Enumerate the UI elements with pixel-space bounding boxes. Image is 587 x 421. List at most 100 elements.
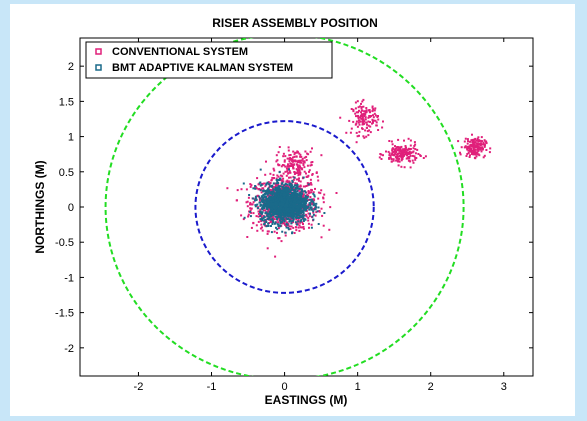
data-point: [299, 180, 302, 183]
data-point: [281, 192, 284, 195]
data-point: [252, 197, 255, 200]
data-point: [296, 194, 299, 197]
data-point: [355, 120, 358, 123]
data-point: [277, 175, 280, 178]
data-point: [467, 147, 469, 150]
data-point: [289, 187, 292, 190]
data-point: [291, 215, 294, 218]
data-point: [314, 214, 317, 217]
data-point: [320, 154, 323, 157]
data-point: [276, 174, 279, 177]
data-point: [470, 145, 473, 148]
legend-label-kalman: BMT ADAPTIVE KALMAN SYSTEM: [112, 62, 293, 74]
data-point: [278, 190, 281, 193]
data-point: [364, 116, 367, 119]
data-point: [236, 189, 239, 192]
data-point: [304, 205, 307, 208]
data-point: [298, 216, 300, 219]
data-point: [292, 165, 294, 168]
data-point: [261, 229, 264, 232]
data-point: [291, 186, 294, 189]
data-point: [354, 107, 357, 110]
data-point: [355, 111, 358, 114]
data-point: [392, 158, 395, 161]
data-point: [285, 192, 288, 195]
data-point: [374, 119, 377, 122]
data-point: [414, 158, 417, 161]
data-point: [280, 191, 283, 193]
data-point: [269, 198, 272, 200]
data-point: [482, 156, 485, 159]
data-point: [357, 121, 360, 124]
data-point: [296, 208, 299, 211]
y-tick-label: -1.5: [55, 308, 74, 320]
data-point: [287, 207, 290, 210]
data-point: [265, 199, 268, 202]
data-point: [277, 225, 280, 228]
data-point: [262, 199, 265, 202]
data-point: [289, 162, 292, 165]
data-point: [286, 181, 289, 183]
data-point: [240, 214, 243, 217]
data-point: [468, 145, 471, 148]
data-point: [290, 188, 293, 190]
data-point: [304, 194, 307, 197]
data-point: [254, 205, 257, 208]
data-point: [471, 133, 473, 136]
data-point: [265, 211, 268, 214]
data-point: [250, 226, 253, 229]
data-point: [281, 219, 284, 222]
data-point: [288, 184, 291, 187]
data-point: [261, 196, 264, 199]
data-point: [277, 200, 280, 203]
data-point: [312, 213, 315, 216]
data-point: [284, 155, 287, 158]
data-point: [367, 116, 370, 119]
data-point: [290, 196, 293, 199]
data-point: [474, 141, 477, 144]
data-point: [307, 222, 310, 225]
data-point: [279, 193, 282, 196]
data-point: [286, 165, 289, 168]
data-point: [268, 189, 271, 192]
data-point: [271, 205, 274, 208]
data-point: [298, 170, 301, 173]
data-point: [257, 215, 260, 218]
data-point: [265, 182, 268, 185]
data-point: [477, 147, 480, 150]
data-point: [417, 153, 420, 155]
data-point: [277, 195, 280, 198]
data-point: [400, 149, 403, 152]
data-point: [476, 153, 479, 156]
data-point: [372, 116, 375, 119]
data-point: [293, 232, 296, 234]
data-point: [289, 157, 292, 159]
data-point: [413, 145, 416, 147]
data-point: [252, 221, 255, 224]
data-point: [272, 173, 275, 176]
data-point: [412, 150, 415, 153]
data-point: [289, 176, 292, 179]
data-point: [297, 197, 300, 200]
data-point: [409, 152, 412, 155]
data-point: [305, 185, 308, 187]
data-point: [321, 214, 324, 217]
data-point: [481, 147, 484, 150]
data-point: [311, 215, 314, 218]
data-point: [409, 144, 412, 147]
data-point: [308, 226, 310, 229]
data-point: [276, 198, 279, 201]
data-point: [407, 151, 410, 154]
data-point: [249, 207, 252, 210]
data-point: [264, 173, 267, 176]
data-point: [395, 151, 398, 153]
data-point: [317, 197, 320, 200]
data-point: [274, 255, 277, 258]
data-point: [302, 206, 305, 209]
data-point: [257, 220, 260, 223]
data-point: [261, 206, 264, 209]
data-point: [264, 199, 267, 202]
data-point: [259, 168, 262, 171]
data-point: [290, 162, 293, 165]
data-point: [284, 205, 286, 208]
